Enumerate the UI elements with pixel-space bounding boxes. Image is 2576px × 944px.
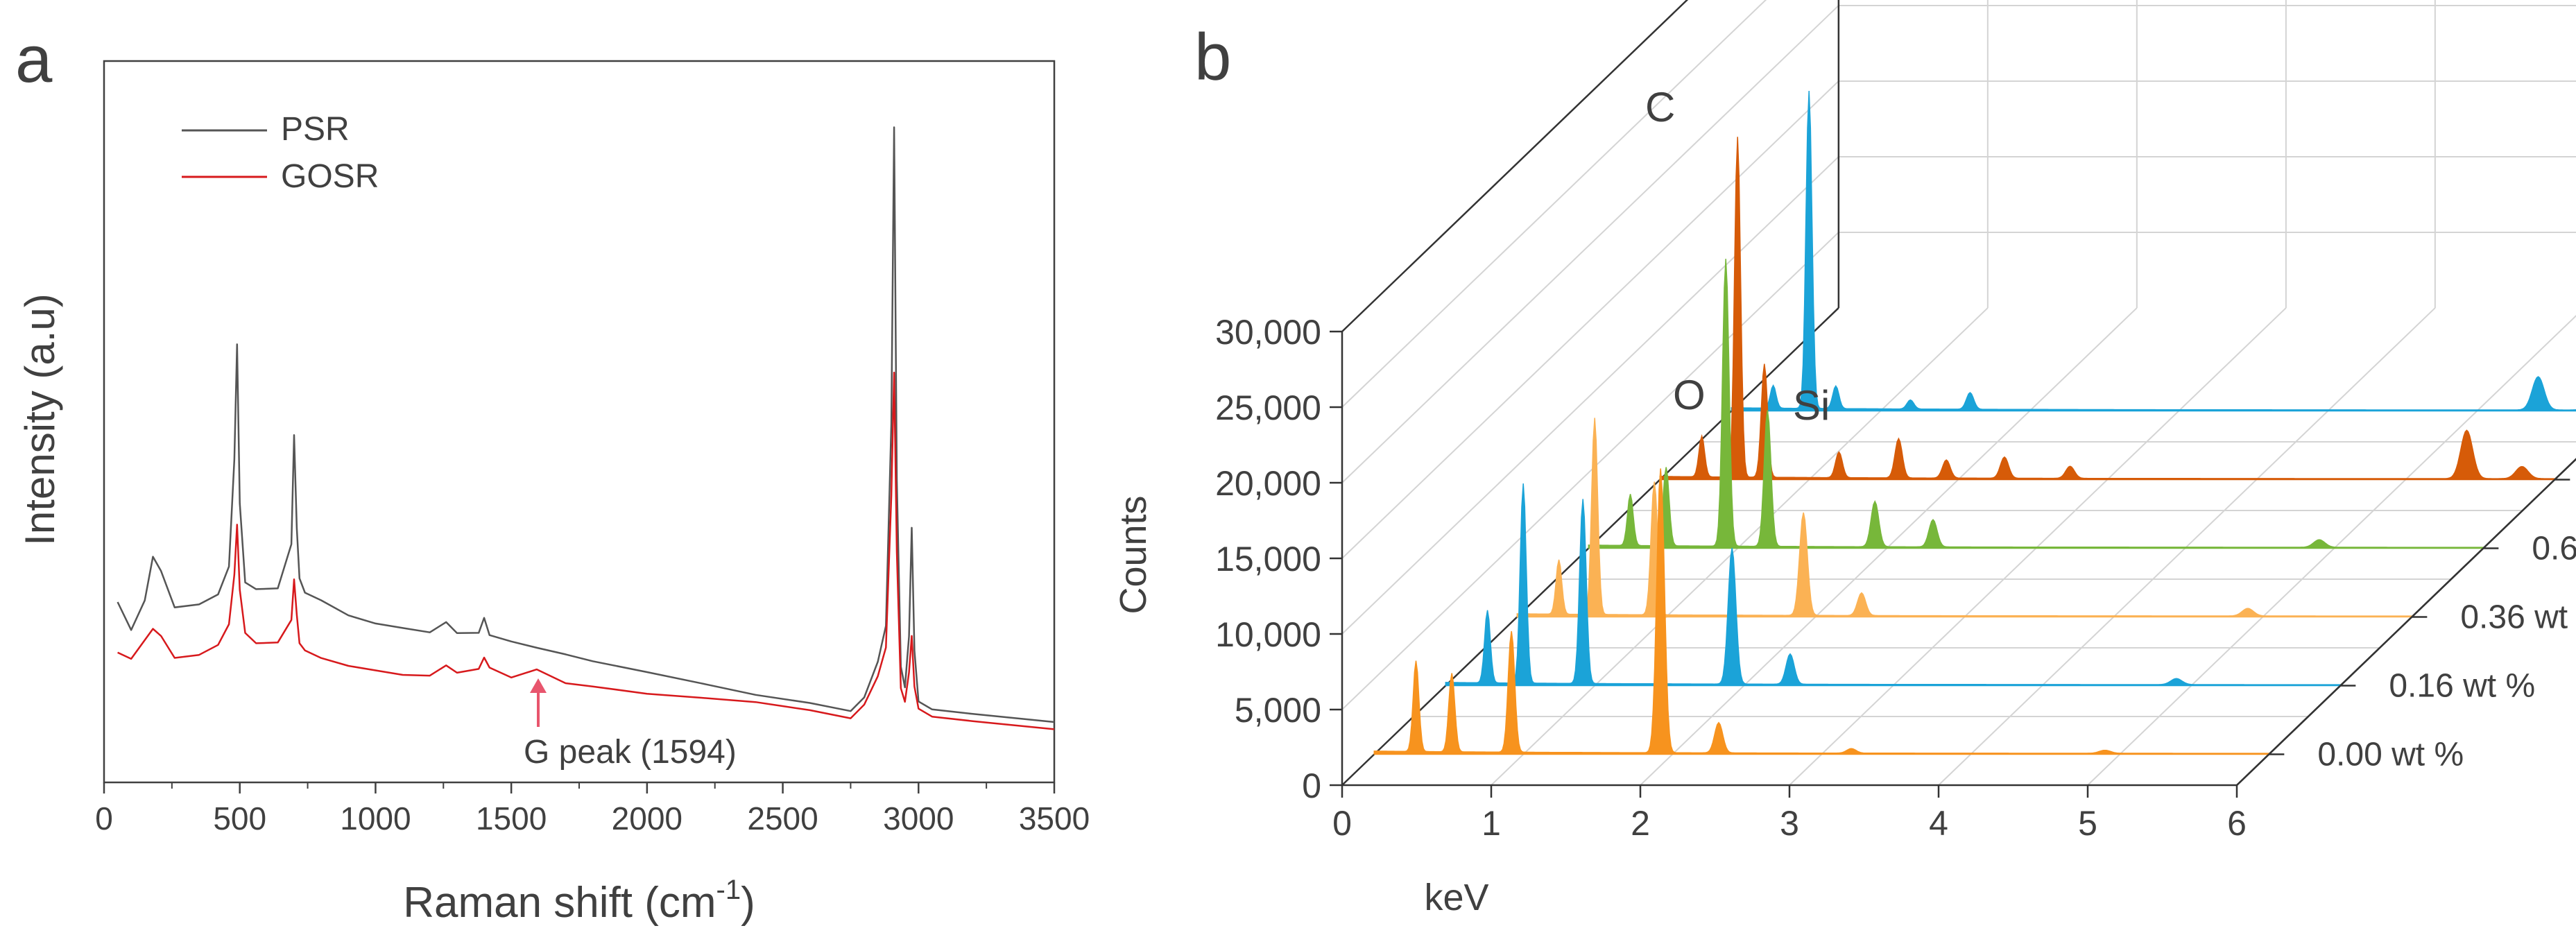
element-label-si: Si — [1793, 382, 1830, 429]
grid-line — [1341, 0, 1767, 408]
spectrum-area — [1659, 137, 2556, 481]
grid-line — [1341, 80, 1839, 559]
panel-a-plot-frame — [103, 60, 1056, 784]
box-edge — [2236, 458, 2576, 786]
x-tick-label: 2500 — [747, 800, 818, 836]
y-tick-label: 10,000 — [1215, 615, 1321, 654]
y-tick-label: 0 — [1302, 766, 1321, 805]
panel-a-x-axis-label: Raman shift (cm-1) — [403, 875, 755, 927]
spectrum-128: 1.28 wt % — [1659, 137, 2570, 481]
spectrum-area — [1373, 468, 2270, 755]
panel-b-label: b — [1194, 20, 1231, 94]
x-tick-label: 1000 — [340, 800, 411, 836]
spectrum-256: 2.56 wt % — [1731, 90, 2576, 412]
legend-label-gosr: GOSR — [281, 158, 379, 195]
grid-line — [1341, 156, 1839, 635]
legend-label-psr: PSR — [281, 111, 350, 148]
panel-a-y-axis-label: Intensity (a.u) — [17, 293, 63, 546]
panel-a: a 0 500 1000 1500 2000 2500 3000 3500 PSR GOSR … — [15, 22, 1090, 927]
x-tick-label: 0 — [1332, 804, 1352, 843]
y-tick-label: 20,000 — [1215, 464, 1321, 503]
panel-a-x-ticks: 0 500 1000 1500 2000 2500 3000 3500 — [95, 782, 1090, 836]
grid-line — [1341, 5, 1839, 483]
box-edge — [1341, 0, 1689, 332]
x-tick-label: 3500 — [1019, 800, 1090, 836]
y-tick-label: 5,000 — [1235, 691, 1321, 730]
x-tick-label: 5 — [2078, 804, 2097, 843]
panel-b-axes: 0 1 2 3 4 5 6 0 5,000 10,000 15,000 20,000 25,000 30,… — [1215, 313, 2576, 843]
spectrum-036: 0.36 wt % — [1516, 418, 2576, 635]
panel-a-legend: PSR GOSR — [182, 111, 379, 195]
row-label: 0.00 wt % — [2317, 736, 2464, 773]
element-label-c: C — [1645, 84, 1675, 130]
panel-b-x-axis-label: keV — [1424, 877, 1488, 918]
series-line-psr — [117, 126, 1055, 723]
element-label-o: O — [1673, 372, 1706, 418]
y-tick-label: 25,000 — [1215, 388, 1321, 427]
spectrum-area — [1516, 418, 2413, 618]
spectrum-area — [1588, 259, 2484, 549]
grid-line — [1938, 307, 2436, 786]
spectrum-064: 0.64 wt % — [1588, 259, 2576, 567]
row-label: 0.64 wt % — [2532, 530, 2576, 567]
g-peak-arrow-head — [530, 678, 547, 693]
panel-a-label: a — [15, 22, 53, 96]
spectrum-area — [1731, 90, 2576, 412]
series-line-gosr — [117, 371, 1055, 730]
y-tick-label: 30,000 — [1215, 313, 1321, 352]
x-tick-label: 1500 — [476, 800, 547, 836]
x-tick-label: 6 — [2227, 804, 2247, 843]
y-tick-label: 15,000 — [1215, 540, 1321, 578]
x-tick-label: 3000 — [883, 800, 954, 836]
row-label: 0.36 wt % — [2460, 599, 2576, 635]
spectrum-000: 0.00 wt % — [1373, 468, 2464, 773]
grid-line — [1341, 232, 1839, 710]
panel-b-y-axis-label: Counts — [1113, 495, 1154, 614]
panel-a-series — [117, 126, 1055, 730]
spectrum-area — [1445, 483, 2342, 687]
grid-line — [2087, 314, 2576, 786]
panel-b: b 2.56 wt %1.28 wt % 0.64 wt % 0.36 wt % 0.… — [1113, 0, 2576, 918]
panel-b-series: 2.56 wt %1.28 wt % 0.64 wt % 0.36 wt % 0.16… — [1373, 90, 2576, 773]
x-tick-label: 3 — [1780, 804, 1799, 843]
row-label: 0.16 wt % — [2389, 667, 2535, 704]
x-tick-label: 4 — [1929, 804, 1948, 843]
x-tick-label: 1 — [1482, 804, 1501, 843]
box-edge — [2236, 458, 2576, 786]
x-tick-label: 0 — [95, 800, 113, 836]
g-peak-annotation: G peak (1594) — [524, 678, 737, 771]
x-tick-label: 500 — [213, 800, 266, 836]
x-tick-label: 2 — [1631, 804, 1650, 843]
spectrum-016: 0.16 wt % — [1445, 483, 2535, 704]
x-tick-label: 2000 — [612, 800, 682, 836]
g-peak-label: G peak (1594) — [524, 734, 737, 771]
